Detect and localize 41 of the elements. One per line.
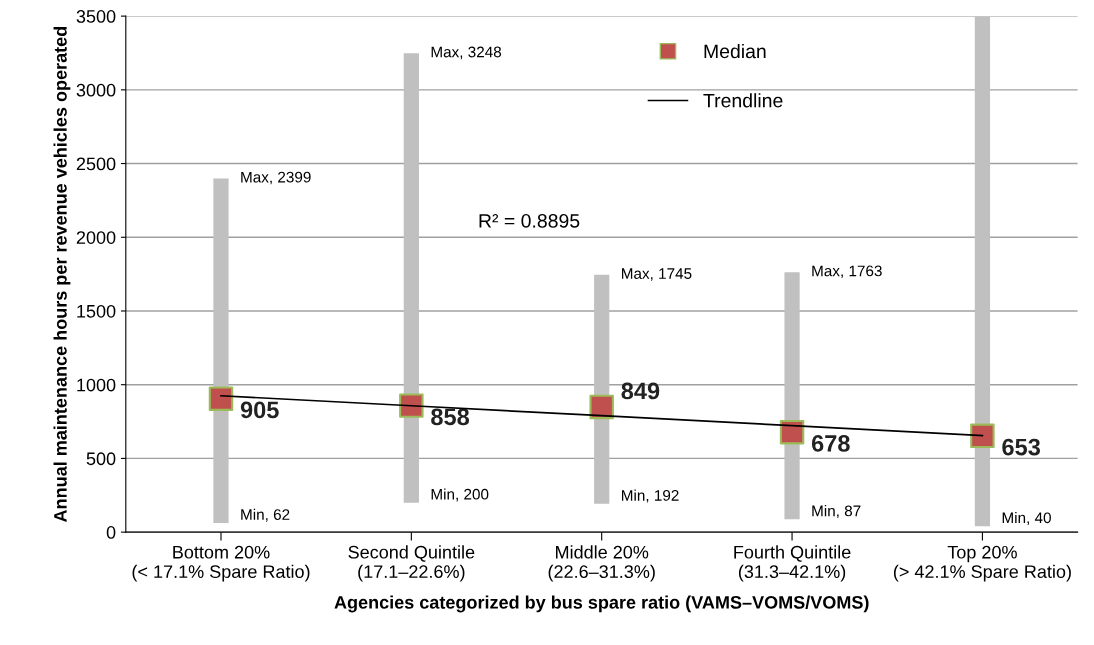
data-label: 849	[621, 382, 660, 400]
x-tick-label: Bottom 20% (< 17.1% Spare Ratio)	[132, 545, 310, 582]
y-tick-label: 2000	[76, 231, 116, 244]
point	[970, 423, 995, 449]
annotation: Max, 1763	[812, 265, 882, 279]
annotation: R² = 0.8895	[479, 213, 580, 228]
x-tick-label: Top 20% (> 42.1% Spare Ratio)	[893, 545, 1071, 582]
y-tick-label: 3000	[76, 83, 116, 97]
legend-label: Median	[704, 43, 766, 59]
bar	[403, 53, 419, 503]
point	[399, 393, 424, 418]
y-tick-label: 1500	[77, 304, 116, 318]
bar	[784, 272, 800, 520]
annotation: Min, 87	[812, 505, 861, 519]
y-tick-label: 2500	[76, 157, 116, 171]
annotation: Max, 1745	[621, 268, 692, 281]
annotation: Max, 2399	[241, 171, 311, 185]
y-tick-label: 1000	[77, 378, 116, 392]
annotation: Min, 192	[621, 489, 679, 503]
annotation: Min, 200	[431, 488, 489, 502]
data-label: 905	[240, 401, 279, 419]
annotation: Min, 62	[241, 508, 290, 522]
data-label: 653	[1002, 438, 1040, 456]
point	[779, 419, 805, 445]
y-tick-label: 500	[86, 452, 116, 466]
x-tick-label: Second Quintile (17.1–22.6%)	[348, 545, 475, 582]
bar	[974, 16, 991, 527]
legend-label: Trendline	[703, 93, 783, 108]
annotation: Min, 40	[1002, 511, 1051, 526]
x-tick-label: Middle 20% (22.6–31.3%)	[548, 545, 655, 582]
x-tick-label: Fourth Quintile (31.3–42.1%)	[734, 545, 851, 582]
data-label: 678	[811, 435, 850, 452]
x-axis-title: Agencies categorized by bus spare ratio (VAMS–VOMS/VOMS)	[334, 595, 869, 613]
y-tick-label: 0	[106, 526, 116, 539]
bar	[213, 178, 229, 523]
y-axis-title: Annual maintenance hours per revenue vehicles operated	[53, 26, 71, 522]
y-tick-label: 3500	[76, 10, 116, 23]
point	[208, 386, 234, 411]
annotation: Max, 3248	[431, 46, 502, 60]
point	[589, 394, 614, 420]
data-label: 858	[431, 408, 470, 426]
